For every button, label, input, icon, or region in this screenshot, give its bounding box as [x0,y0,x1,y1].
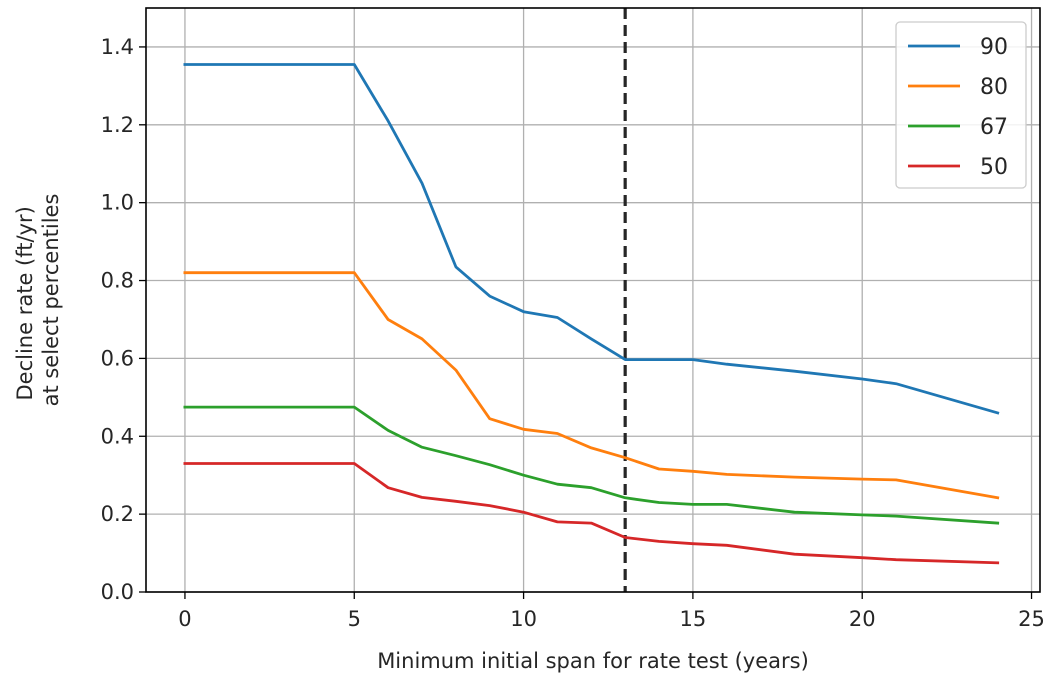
y-tick-label: 1.0 [101,191,134,215]
series-line-50 [183,462,1000,565]
x-tick-label: 25 [1018,607,1045,631]
y-tick-label: 0.0 [101,580,134,604]
y-tick-label: 1.2 [101,113,134,137]
plot-area-frame [145,7,1041,593]
y-tick-label: 0.4 [101,424,134,448]
legend-label: 50 [980,155,1008,180]
series-layer [183,63,1000,565]
x-tick-label: 20 [849,607,876,631]
legend-label: 80 [980,75,1008,100]
grid [146,8,1040,593]
legend-box [895,21,1027,189]
x-axis-label: Minimum initial span for rate test (year… [377,649,809,673]
series-line-80 [183,271,1000,500]
y-tick-label: 0.8 [101,269,134,293]
y-tick-label: 1.4 [101,35,134,59]
legend-label: 90 [980,35,1008,60]
y-tick-label: 0.6 [101,346,134,370]
x-tick-label: 15 [680,607,707,631]
legend: 90 80 67 50 [895,21,1027,189]
x-tick-label: 5 [348,607,361,631]
y-axis-label-line-1: Decline rate (ft/yr) [13,206,37,400]
legend-label: 67 [980,115,1008,140]
axis-ticks: 0 5 10 15 20 25 0.0 0.2 0.4 0.6 0.8 1.0 1.2 1.4 [101,35,1045,631]
y-axis-label: Decline rate (ft/yr) at select percentil… [13,194,63,407]
x-tick-label: 10 [510,607,537,631]
y-axis-label-line-2: at select percentiles [39,194,63,407]
y-tick-label: 0.2 [101,502,134,526]
x-tick-label: 0 [178,607,191,631]
series-line-67 [183,405,1000,525]
series-line-90 [183,63,1000,415]
